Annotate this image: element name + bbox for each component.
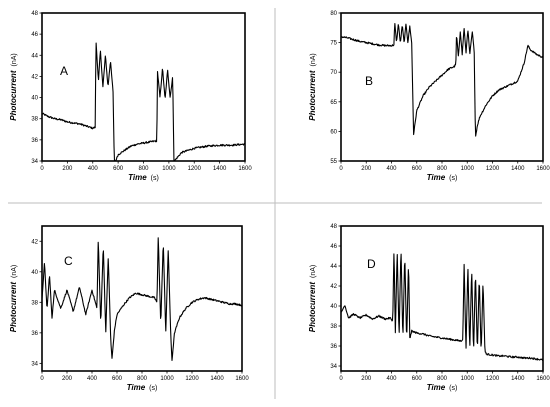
panel-b-x-tick-label: 600 [412, 166, 423, 172]
panel-d-x-tick-label: 0 [339, 376, 343, 382]
panel-a-x-tick-label: 1000 [162, 166, 176, 172]
panel-d-x-tick-label: 400 [386, 376, 397, 382]
panel-c-y-tick-label: 40 [31, 270, 38, 276]
panel-b-x-axis-title: Time (s) [427, 173, 458, 182]
panel-c-x-tick-label: 1600 [235, 376, 249, 382]
panel-a-x-tick-label: 800 [138, 166, 149, 172]
panel-c-y-tick-label: 42 [31, 239, 38, 245]
panel-a-y-tick-label: 46 [31, 32, 38, 38]
panel-d-x-tick-label: 1200 [486, 376, 500, 382]
panel-c-x-tick-label: 1400 [210, 376, 224, 382]
panel-c-x-tick-label: 400 [87, 376, 98, 382]
panel-d-y-tick-label: 46 [330, 244, 337, 250]
panel-b-series-line [340, 23, 544, 137]
panel-a-y-tick-label: 36 [31, 138, 38, 144]
panel-a: 0 200 400 600 800 1000 1200 1400 1600 34 36 38 40 42 4… [9, 11, 252, 182]
panel-a-y-tick-label: 34 [31, 159, 38, 165]
panel-d-series-line [340, 253, 544, 362]
panel-a-y-tick-label: 48 [31, 11, 38, 17]
panel-d-plot-frame [340, 225, 544, 372]
panel-c-y-tick-label: 36 [31, 331, 38, 337]
panel-a-x-tick-label: 200 [62, 166, 73, 172]
panel-d-y-tick-label: 38 [330, 324, 337, 330]
panel-a-x-tick-label: 0 [40, 166, 44, 172]
panel-d-y-tick-label: 34 [330, 364, 337, 370]
panel-c-x-tick-label: 200 [62, 376, 73, 382]
panel-d-y-tick-label: 48 [330, 224, 337, 230]
panel-a-x-tick-label: 1600 [238, 166, 252, 172]
panel-a-y-tick-label: 42 [31, 74, 38, 80]
panel-b-y-tick-label: 70 [330, 70, 337, 76]
panel-b: 0 200 400 600 800 1000 1200 1400 1600 55 60 65 70 75 8… [308, 11, 550, 182]
panel-d-x-tick-label: 800 [437, 376, 448, 382]
panel-c-y-tick-label: 34 [31, 361, 38, 367]
panel-d-y-tick-label: 36 [330, 344, 337, 350]
panel-d-letter: D [367, 257, 376, 271]
panel-d: 0 200 400 600 800 1000 1200 1400 1600 34 36 38 40 42 4… [308, 224, 550, 392]
panel-b-x-tick-label: 1000 [461, 166, 475, 172]
panel-c: 0 200 400 600 800 1000 1200 1400 1600 34 36 38 40 42 T… [9, 225, 249, 392]
panel-c-x-tick-label: 1200 [185, 376, 199, 382]
panel-a-plot-frame [41, 12, 246, 162]
panel-d-x-tick-label: 1600 [536, 376, 550, 382]
panel-a-x-tick-label: 1200 [188, 166, 202, 172]
panel-b-x-tick-label: 800 [437, 166, 448, 172]
panel-c-x-tick-label: 600 [112, 376, 123, 382]
panel-b-x-tick-label: 200 [361, 166, 372, 172]
panel-d-x-tick-label: 200 [361, 376, 372, 382]
panel-a-x-tick-label: 1400 [213, 166, 227, 172]
panel-d-x-tick-label: 600 [412, 376, 423, 382]
panel-a-x-tick-label: 600 [113, 166, 124, 172]
panel-b-x-tick-label: 1600 [536, 166, 550, 172]
panel-b-y-tick-label: 75 [330, 41, 337, 47]
panel-b-x-tick-label: 1200 [486, 166, 500, 172]
panel-c-x-axis-title: Time (s) [127, 383, 158, 392]
panel-b-y-axis-title: Photocurrent(nA) [308, 53, 317, 120]
panel-a-x-axis-title: Time (s) [128, 173, 159, 182]
panel-b-x-tick-label: 1400 [511, 166, 525, 172]
panel-d-y-tick-label: 42 [330, 284, 337, 290]
panel-b-y-tick-label: 60 [330, 129, 337, 135]
panel-a-series-line [41, 42, 246, 162]
panel-b-y-tick-label: 65 [330, 100, 337, 106]
panel-d-x-tick-label: 1000 [461, 376, 475, 382]
panel-c-x-tick-label: 800 [137, 376, 148, 382]
panel-a-x-tick-label: 400 [88, 166, 99, 172]
panel-c-x-tick-label: 1000 [160, 376, 174, 382]
panel-a-y-tick-label: 40 [31, 96, 38, 102]
panel-d-x-axis-title: Time (s) [427, 383, 458, 392]
panel-c-letter: C [64, 254, 73, 268]
panels: 0 200 400 600 800 1000 1200 1400 160034363840424… [9, 11, 550, 392]
panel-b-y-tick-label: 80 [330, 11, 337, 17]
panel-a-y-tick-label: 38 [31, 117, 38, 123]
panel-b-x-tick-label: 0 [339, 166, 343, 172]
panel-a-y-tick-label: 44 [31, 53, 38, 59]
panel-b-x-tick-label: 400 [386, 166, 397, 172]
panel-c-y-axis-title: Photocurrent(nA) [9, 265, 18, 332]
panel-d-x-tick-label: 1400 [511, 376, 525, 382]
panel-a-letter: A [60, 64, 68, 78]
panel-c-series-line [41, 237, 243, 361]
panel-c-x-tick-label: 0 [40, 376, 44, 382]
panel-d-y-tick-label: 40 [330, 304, 337, 310]
panel-b-letter: B [365, 74, 373, 88]
panel-c-y-tick-label: 38 [31, 300, 38, 306]
panel-c-plot-frame [41, 225, 243, 372]
panel-a-y-axis-title: Photocurrent(nA) [9, 53, 18, 120]
panel-b-y-tick-label: 55 [330, 159, 337, 165]
panel-d-y-axis-title: Photocurrent(nA) [308, 265, 317, 332]
panel-d-y-tick-label: 44 [330, 264, 337, 270]
